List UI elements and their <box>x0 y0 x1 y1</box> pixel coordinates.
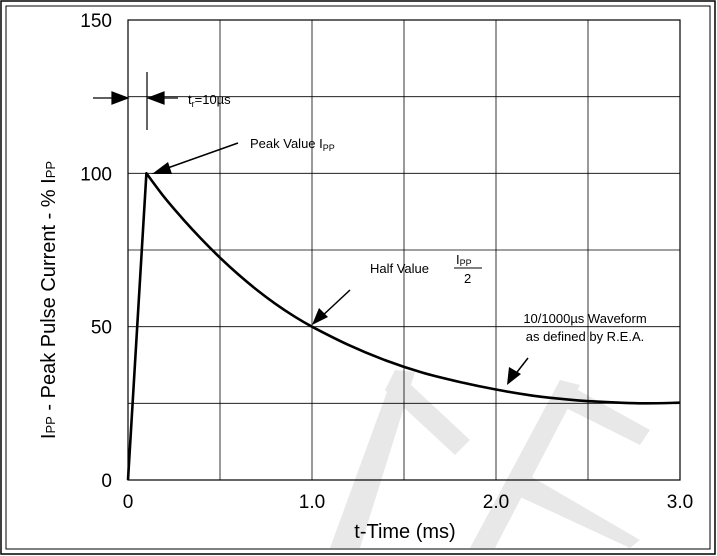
waveform-arrow <box>507 357 529 385</box>
waveform-label-line2: as defined by R.E.A. <box>526 329 645 344</box>
half-value-numerator-sub: PP <box>460 258 472 268</box>
half-value-label: Half Value <box>370 261 429 276</box>
rise-time-annotation <box>93 72 178 130</box>
peak-value-label-sub: PP <box>323 143 335 153</box>
half-value-denominator: 2 <box>464 271 471 286</box>
y-axis-title-sub: PP <box>43 416 58 433</box>
x-tick-label-0: 0 <box>123 492 134 513</box>
tick-labels: 0 1.0 2.0 3.0 0 50 100 150 <box>80 11 693 513</box>
watermark <box>330 370 650 548</box>
half-value-numerator-main: I <box>456 252 460 267</box>
y-tick-label-3: 150 <box>80 11 112 32</box>
rise-time-label-main: t <box>188 92 192 107</box>
series-line-waveform <box>126 172 681 481</box>
y-tick-label-0: 0 <box>101 471 112 492</box>
y-tick-label-1: 50 <box>91 318 112 339</box>
peak-value-label-main: Peak Value I <box>250 136 323 151</box>
half-value-arrow <box>312 289 351 325</box>
peak-value-label: Peak Value IPP <box>250 136 335 153</box>
rise-time-label-sub: r <box>192 99 195 109</box>
waveform-label-line1: 10/1000µs Waveform <box>523 311 646 326</box>
y-axis-title-rest: - Peak Pulse Current - % I <box>38 178 60 416</box>
rise-time-label: tr=10µs <box>188 92 231 109</box>
inner-border <box>5 5 711 550</box>
half-value-numerator: IPP <box>456 252 472 268</box>
y-tick-label-2: 100 <box>80 164 112 185</box>
x-tick-label-2: 2.0 <box>483 492 509 513</box>
x-tick-label-1: 1.0 <box>299 492 325 513</box>
peak-value-arrow <box>152 142 239 174</box>
y-axis-title-main: I <box>38 434 60 440</box>
rise-time-label-rest: =10µs <box>195 92 232 107</box>
x-tick-label-3: 3.0 <box>667 492 693 513</box>
y-axis-title: IPP - Peak Pulse Current - % IPP <box>38 161 60 439</box>
x-axis-title: t-Time (ms) <box>354 521 455 543</box>
plot-area <box>127 19 681 481</box>
y-axis-title-rest-sub: PP <box>43 161 58 178</box>
